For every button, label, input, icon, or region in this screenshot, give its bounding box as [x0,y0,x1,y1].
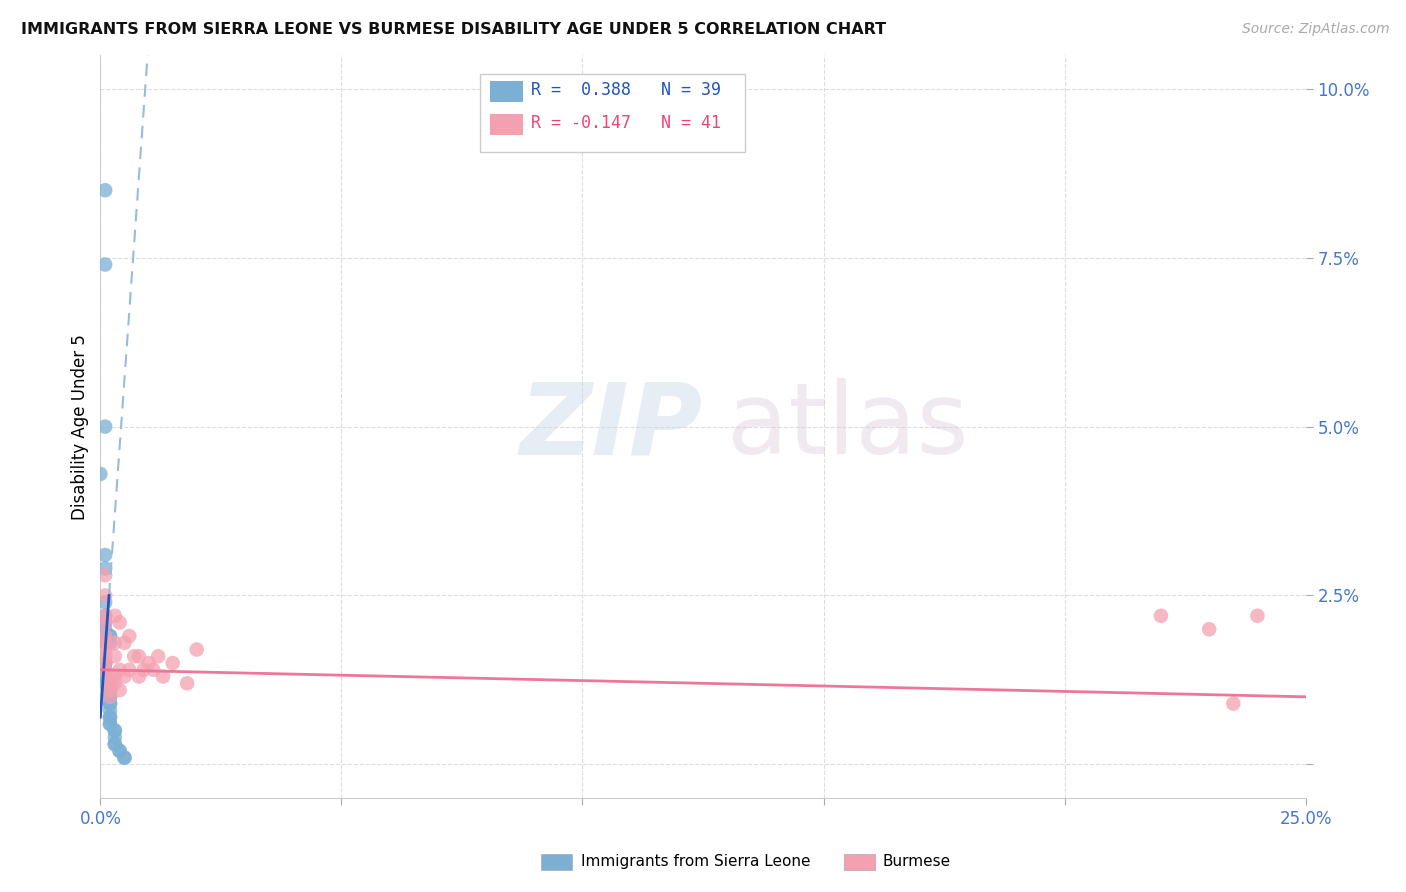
Point [108,663,131,677]
Text: Burmese: Burmese [883,855,950,869]
Point [98,703,121,717]
Point [94,663,117,677]
Point [94,615,117,630]
Point [94,629,117,643]
Point [98,629,121,643]
FancyBboxPatch shape [489,81,523,102]
Point [104,676,127,690]
Point [94,183,117,197]
Point [94,608,117,623]
Point [94,656,117,670]
Point [94,561,117,575]
Point [1198,622,1220,636]
Point [94,669,117,683]
Point [108,683,131,698]
Point [94,676,117,690]
Point [108,744,131,758]
Point [98,716,121,731]
Text: R = -0.147   N = 41: R = -0.147 N = 41 [530,114,721,132]
Point [94,419,117,434]
Point [94,642,117,657]
Point [89,467,111,481]
Point [114,750,136,764]
Point [98,690,121,704]
Text: atlas: atlas [727,378,969,475]
Point [94,589,117,603]
Point [104,723,127,738]
Point [148,649,170,664]
Point [128,669,150,683]
Point [94,656,117,670]
Point [138,656,160,670]
Point [94,548,117,562]
Y-axis label: Disability Age Under 5: Disability Age Under 5 [72,334,89,519]
Point [104,636,127,650]
Point [104,608,127,623]
Point [94,622,117,636]
Point [122,649,145,664]
Point [118,663,141,677]
Point [94,663,117,677]
Point [1150,608,1173,623]
Point [1222,697,1244,711]
Point [94,258,117,272]
Point [98,683,121,698]
Text: Immigrants from Sierra Leone: Immigrants from Sierra Leone [581,855,810,869]
Point [98,690,121,704]
Text: R =  0.388   N = 39: R = 0.388 N = 39 [530,81,721,99]
Point [94,608,117,623]
Point [114,669,136,683]
Text: IMMIGRANTS FROM SIERRA LEONE VS BURMESE DISABILITY AGE UNDER 5 CORRELATION CHART: IMMIGRANTS FROM SIERRA LEONE VS BURMESE … [21,22,886,37]
Point [162,656,184,670]
Point [94,636,117,650]
Point [94,649,117,664]
Point [114,750,136,764]
Point [186,642,208,657]
Point [118,629,141,643]
Point [104,737,127,751]
Point [152,669,174,683]
Point [98,683,121,698]
Point [98,676,121,690]
Text: ZIP: ZIP [520,378,703,475]
Text: Source: ZipAtlas.com: Source: ZipAtlas.com [1241,22,1389,37]
Point [98,710,121,724]
Point [94,636,117,650]
Point [1246,608,1268,623]
FancyBboxPatch shape [489,114,523,135]
Point [98,697,121,711]
Point [132,663,155,677]
Point [98,697,121,711]
Point [98,716,121,731]
Point [94,568,117,582]
Point [98,629,121,643]
Point [142,663,165,677]
Point [114,636,136,650]
Point [98,690,121,704]
Point [98,636,121,650]
Point [104,723,127,738]
Point [104,737,127,751]
Point [98,669,121,683]
Point [98,710,121,724]
Point [108,744,131,758]
Point [108,615,131,630]
Point [94,595,117,609]
Point [104,649,127,664]
Point [104,731,127,745]
Point [104,669,127,683]
Point [128,649,150,664]
Point [94,656,117,670]
FancyBboxPatch shape [479,74,745,152]
Point [176,676,198,690]
Point [94,629,117,643]
Point [94,615,117,630]
